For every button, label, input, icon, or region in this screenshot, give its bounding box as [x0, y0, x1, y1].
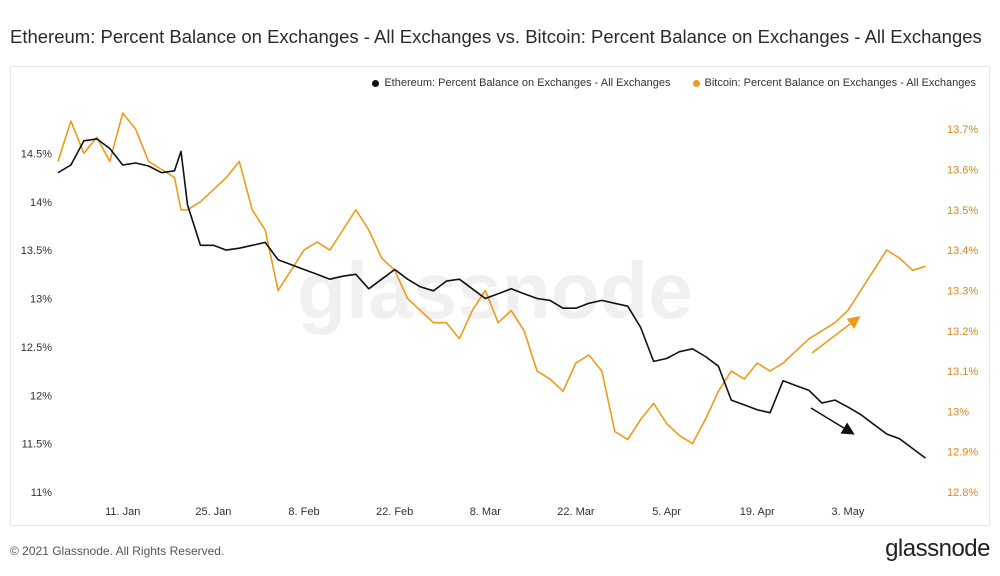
y-right-tick-label: 13.1% [947, 366, 978, 378]
y-left-tick-label: 12.5% [21, 342, 52, 354]
x-tick-label: 11. Jan [105, 506, 140, 518]
legend-item-ethereum[interactable]: Ethereum: Percent Balance on Exchanges -… [372, 77, 671, 89]
series-line-ethereum [57, 138, 926, 459]
series-line-bitcoin [57, 112, 926, 445]
y-right-tick-label: 12.9% [947, 447, 978, 459]
y-right-tick-label: 13% [947, 406, 969, 418]
y-right-tick-label: 13.5% [947, 205, 978, 217]
y-left-tick-label: 13% [30, 294, 52, 306]
y-left-tick-label: 12% [30, 390, 52, 402]
brand-logo: glassnode [885, 535, 990, 562]
x-tick-label: 5. Apr [652, 506, 681, 518]
y-left-tick-label: 14.5% [21, 148, 52, 160]
copyright-footer: © 2021 Glassnode. All Rights Reserved. [10, 544, 225, 558]
y-left-tick-label: 11.5% [22, 439, 53, 451]
annotation-arrow-down [810, 407, 855, 435]
y-right-tick-label: 12.8% [947, 487, 978, 499]
y-left-tick-label: 11% [31, 487, 52, 499]
y-left-tick-label: 13.5% [21, 245, 52, 257]
y-right-tick-label: 13.3% [947, 285, 978, 297]
y-right-tick-label: 13.7% [947, 124, 978, 136]
x-tick-label: 19. Apr [740, 506, 775, 518]
y-right-tick-label: 13.4% [947, 245, 978, 257]
chart-frame [10, 66, 990, 526]
chart-title: Ethereum: Percent Balance on Exchanges -… [10, 26, 982, 47]
legend-label-bitcoin: Bitcoin: Percent Balance on Exchanges - … [704, 77, 977, 89]
x-tick-label: 22. Mar [557, 506, 595, 518]
legend-item-bitcoin[interactable]: Bitcoin: Percent Balance on Exchanges - … [692, 77, 977, 89]
legend-marker-ethereum [372, 79, 380, 87]
x-tick-label: 3. May [831, 506, 865, 518]
chart-legend: Ethereum: Percent Balance on Exchanges -… [372, 77, 976, 89]
y-left-tick-label: 14% [30, 197, 52, 209]
legend-marker-bitcoin [692, 79, 700, 87]
x-tick-label: 25. Jan [195, 506, 231, 518]
x-tick-label: 8. Mar [470, 506, 502, 518]
legend-label-ethereum: Ethereum: Percent Balance on Exchanges -… [384, 77, 671, 89]
watermark-text: glassnode [297, 246, 693, 335]
y-right-tick-label: 13.2% [947, 326, 978, 338]
y-right-tick-label: 13.6% [947, 165, 978, 177]
annotation-arrow-up [811, 316, 861, 354]
x-tick-label: 8. Feb [288, 506, 319, 518]
x-tick-label: 22. Feb [376, 506, 413, 518]
